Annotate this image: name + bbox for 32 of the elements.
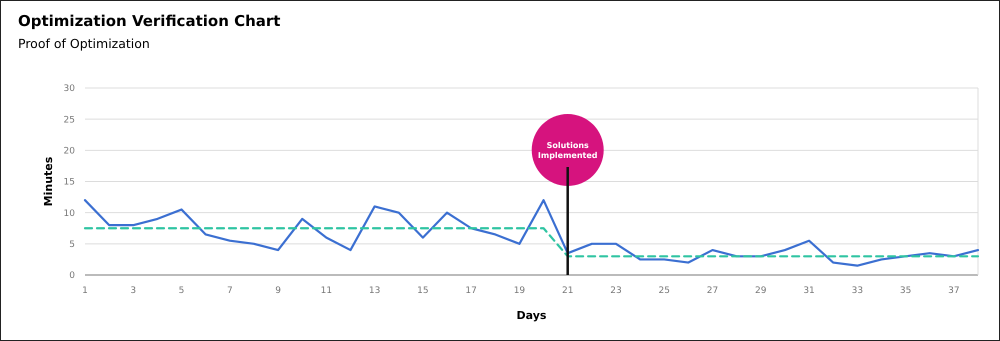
ref-line-label: Solutions Implemented bbox=[538, 141, 598, 160]
y-tick-label: 30 bbox=[64, 84, 76, 94]
x-tick-label: 9 bbox=[275, 286, 282, 296]
y-tick-label: 5 bbox=[69, 240, 75, 250]
x-tick-label: 35 bbox=[900, 286, 912, 296]
y-tick-label: 20 bbox=[64, 146, 76, 156]
x-tick-label: 1 bbox=[82, 286, 88, 296]
y-axis-title: Minutes bbox=[42, 156, 55, 206]
x-tick-label: 7 bbox=[226, 286, 233, 296]
y-tick-label: 0 bbox=[69, 271, 76, 282]
line-series bbox=[84, 199, 980, 267]
x-tick-label: 33 bbox=[852, 286, 864, 296]
x-tick-label: 5 bbox=[178, 286, 184, 296]
x-tick-label: 3 bbox=[130, 286, 136, 296]
x-tick-label: 13 bbox=[368, 286, 380, 296]
x-axis-title: Days bbox=[516, 309, 547, 322]
y-tick-label: 25 bbox=[64, 115, 75, 126]
x-tick-label: 27 bbox=[706, 286, 718, 296]
x-tick-label: 17 bbox=[465, 286, 477, 296]
x-tick-label: 15 bbox=[417, 286, 429, 296]
x-tick-label: 21 bbox=[562, 286, 574, 296]
y-tick-label: 15 bbox=[64, 178, 75, 188]
x-tick-label: 37 bbox=[948, 286, 960, 296]
x-tick-label: 19 bbox=[514, 286, 526, 296]
x-tick-label: 11 bbox=[320, 286, 332, 296]
x-tick-label: 31 bbox=[803, 286, 815, 296]
y-tick-label: 10 bbox=[64, 208, 76, 219]
chart-title: Optimization Verification Chart bbox=[18, 12, 280, 30]
chart-subtitle: Proof of Optimization bbox=[18, 36, 150, 51]
x-tick-label: 29 bbox=[755, 286, 767, 296]
x-tick-label: 25 bbox=[658, 286, 670, 296]
x-tick-label: 23 bbox=[610, 286, 622, 296]
